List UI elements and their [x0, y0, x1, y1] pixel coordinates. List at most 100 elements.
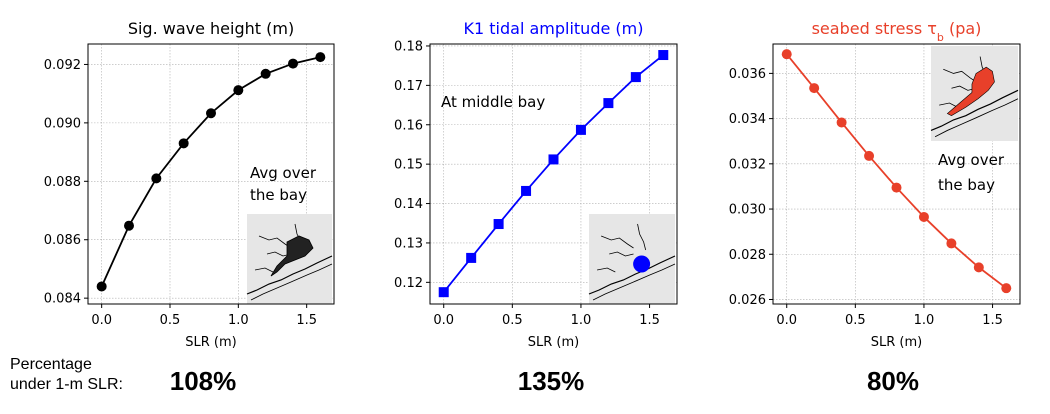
annotation-text: At middle bay — [441, 93, 545, 111]
data-point — [548, 154, 559, 165]
y-tick-label: 0.15 — [394, 158, 423, 173]
data-point — [946, 238, 957, 249]
y-tick-label: 0.034 — [729, 112, 766, 127]
x-tick-label: 0.0 — [91, 313, 112, 328]
bay-map-bay-area — [946, 66, 995, 117]
bay-map-station-marker — [633, 255, 651, 273]
data-point — [315, 52, 326, 63]
data-point — [260, 68, 271, 79]
y-tick-label: 0.092 — [44, 58, 81, 73]
percentage-stress: 80% — [866, 366, 920, 396]
x-tick-label: 0.0 — [433, 313, 454, 328]
x-tick-label: 1.5 — [639, 313, 660, 328]
data-point — [233, 85, 244, 96]
y-tick-label: 0.090 — [44, 116, 81, 131]
data-point — [438, 287, 449, 298]
y-tick-label: 0.14 — [394, 197, 423, 212]
x-tick-label: 1.0 — [914, 313, 935, 328]
plot-frame — [87, 43, 335, 305]
y-tick-label: 0.032 — [729, 157, 766, 172]
y-tick-label: 0.12 — [394, 276, 423, 291]
data-point — [124, 220, 134, 231]
data-point — [658, 50, 669, 61]
percentage-wave: 108% — [169, 366, 237, 396]
y-tick-label: 0.036 — [729, 67, 766, 82]
bay-map-river — [600, 235, 634, 249]
chart-panel-1: 0.0 0.5 1.0 1.5 0.084 0.086 0.088 0.090 0.092 SLR… — [44, 19, 335, 350]
data-point — [493, 219, 504, 230]
percentage-caption-line2: under 1-m SLR: — [10, 376, 123, 393]
bay-map-coastline — [930, 89, 1019, 131]
data-point — [973, 262, 984, 273]
annotation-text: Avg over — [938, 151, 1005, 169]
percentage-caption: Percentage under 1-m SLR: — [10, 355, 123, 395]
data-point — [836, 117, 847, 128]
y-tick-label: 0.088 — [44, 175, 81, 190]
bay-map-icon — [588, 214, 676, 304]
x-tick-label: 0.5 — [160, 313, 181, 328]
y-tick-label: 0.028 — [729, 248, 766, 263]
x-tick-label: 0.0 — [776, 313, 797, 328]
bay-map-coastline — [246, 255, 333, 295]
annotation-text: Avg over — [250, 164, 317, 182]
x-tick-label: 0.5 — [845, 313, 866, 328]
data-point — [151, 173, 162, 184]
data-point — [630, 72, 641, 83]
x-tick-label: 1.0 — [228, 313, 249, 328]
data-point — [781, 49, 792, 60]
bay-map-icon — [930, 46, 1019, 141]
bay-map-river — [254, 267, 274, 273]
chart-title: seabed stress τb (pa) — [812, 19, 982, 44]
bay-map-coastline-outer — [592, 263, 676, 301]
bay-map-coastline — [588, 255, 676, 295]
x-axis-label: SLR (m) — [528, 335, 579, 350]
data-point — [1001, 283, 1012, 294]
data-point — [864, 150, 875, 161]
y-tick-label: 0.030 — [729, 203, 766, 218]
bay-map-river — [637, 223, 647, 251]
y-tick-label: 0.17 — [394, 79, 423, 94]
y-tick-label: 0.13 — [394, 236, 423, 251]
annotation-text: the bay — [250, 186, 307, 204]
y-tick-label: 0.084 — [44, 292, 81, 307]
chart-title-subscript: b — [937, 31, 944, 44]
chart-title: Sig. wave height (m) — [128, 19, 294, 38]
data-point — [891, 182, 902, 193]
data-point — [96, 281, 107, 292]
bay-map-coastline-outer — [934, 98, 1019, 138]
y-tick-label: 0.026 — [729, 293, 766, 308]
chart-panel-2: 0.0 0.5 1.0 1.5 0.12 0.13 0.14 0.15 0.16 0.17 0.18… — [394, 19, 678, 350]
chart-title: K1 tidal amplitude (m) — [464, 19, 644, 38]
chart-panel-3: 0.0 0.5 1.0 1.5 0.026 0.028 0.030 0.032 0.034 0.0… — [729, 19, 1021, 350]
bay-map-river — [939, 102, 958, 108]
plot-frame — [772, 43, 1021, 305]
data-point — [603, 98, 614, 109]
chart-title-suffix: (pa) — [944, 19, 982, 38]
x-axis-label: SLR (m) — [871, 335, 922, 350]
annotation-text: the bay — [938, 176, 995, 194]
bay-map-background — [589, 214, 675, 304]
x-tick-label: 1.5 — [982, 313, 1003, 328]
bay-map-river — [597, 267, 616, 273]
x-tick-label: 1.0 — [571, 313, 592, 328]
data-point — [809, 83, 820, 94]
data-point — [521, 185, 532, 196]
y-tick-label: 0.18 — [394, 39, 423, 54]
data-point — [178, 138, 189, 149]
x-tick-label: 0.5 — [502, 313, 523, 328]
bay-map-river — [609, 251, 634, 257]
bay-map-icon — [246, 214, 333, 304]
bay-map-bay-area — [270, 235, 314, 277]
data-point — [918, 211, 929, 222]
percentage-tide: 135% — [517, 366, 585, 396]
bay-map-river — [943, 68, 977, 83]
percentage-caption-line1: Percentage — [10, 356, 92, 373]
data-point — [288, 58, 298, 69]
data-point — [206, 108, 216, 119]
x-axis-label: SLR (m) — [185, 335, 236, 350]
x-tick-label: 1.5 — [296, 313, 317, 328]
data-point — [466, 252, 477, 263]
y-tick-label: 0.086 — [44, 233, 81, 248]
plot-frame — [429, 43, 678, 305]
